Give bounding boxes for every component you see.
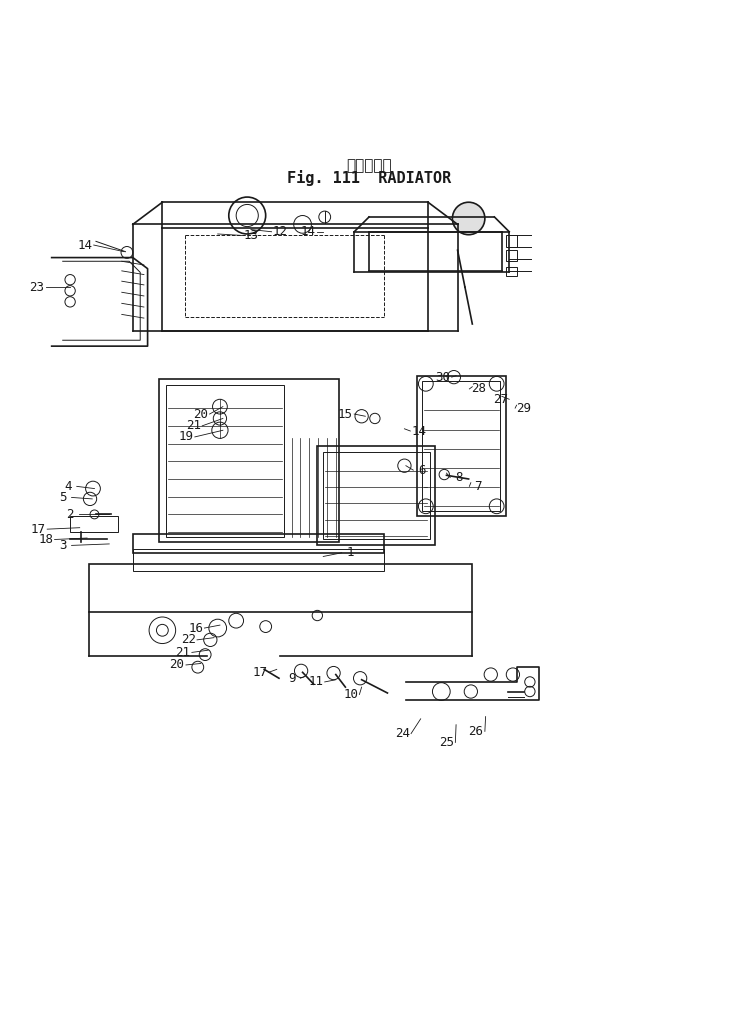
Text: 21: 21 bbox=[186, 419, 201, 432]
Bar bbox=[70, 516, 118, 532]
Text: 15: 15 bbox=[338, 408, 353, 421]
Bar bbox=[323, 453, 430, 539]
Text: 5: 5 bbox=[59, 491, 66, 504]
Bar bbox=[159, 379, 339, 542]
Text: 18: 18 bbox=[38, 533, 53, 546]
Text: 22: 22 bbox=[181, 634, 196, 647]
Text: 9: 9 bbox=[288, 672, 295, 684]
Text: 14: 14 bbox=[301, 225, 316, 238]
Text: 17: 17 bbox=[31, 523, 46, 536]
Circle shape bbox=[452, 202, 485, 235]
Text: 26: 26 bbox=[469, 725, 483, 738]
Text: 19: 19 bbox=[179, 430, 193, 443]
Text: 27: 27 bbox=[493, 393, 508, 406]
Text: 16: 16 bbox=[188, 621, 203, 635]
Bar bbox=[317, 445, 435, 545]
Text: Fig. 111  RADIATOR: Fig. 111 RADIATOR bbox=[287, 170, 451, 186]
Text: 3: 3 bbox=[59, 539, 66, 552]
Bar bbox=[89, 563, 472, 612]
Text: 24: 24 bbox=[395, 727, 410, 740]
Bar bbox=[506, 236, 517, 246]
Text: 11: 11 bbox=[308, 675, 323, 689]
Text: 10: 10 bbox=[343, 687, 358, 701]
Text: 20: 20 bbox=[170, 658, 184, 671]
Text: 13: 13 bbox=[244, 229, 258, 242]
Text: 29: 29 bbox=[517, 402, 531, 415]
Text: 20: 20 bbox=[193, 408, 208, 421]
Text: 12: 12 bbox=[273, 225, 288, 238]
Text: 2: 2 bbox=[66, 507, 74, 521]
Bar bbox=[506, 267, 517, 276]
Text: 14: 14 bbox=[412, 424, 427, 437]
Text: 28: 28 bbox=[471, 382, 486, 396]
Bar bbox=[166, 385, 284, 537]
Text: 6: 6 bbox=[418, 464, 426, 477]
Text: ラジエータ: ラジエータ bbox=[346, 158, 392, 173]
Text: 25: 25 bbox=[439, 736, 454, 749]
Text: 1: 1 bbox=[347, 546, 354, 559]
Bar bbox=[133, 534, 384, 553]
Text: 7: 7 bbox=[475, 480, 482, 493]
Text: 14: 14 bbox=[77, 239, 92, 251]
Text: 8: 8 bbox=[455, 471, 463, 484]
Bar bbox=[417, 375, 506, 516]
Text: 4: 4 bbox=[64, 480, 72, 493]
Bar bbox=[506, 250, 517, 261]
Text: 23: 23 bbox=[30, 281, 44, 294]
Text: 17: 17 bbox=[252, 666, 267, 678]
Bar bbox=[133, 549, 384, 572]
Bar bbox=[422, 380, 500, 511]
Text: 30: 30 bbox=[435, 370, 450, 383]
Text: 21: 21 bbox=[176, 646, 190, 659]
